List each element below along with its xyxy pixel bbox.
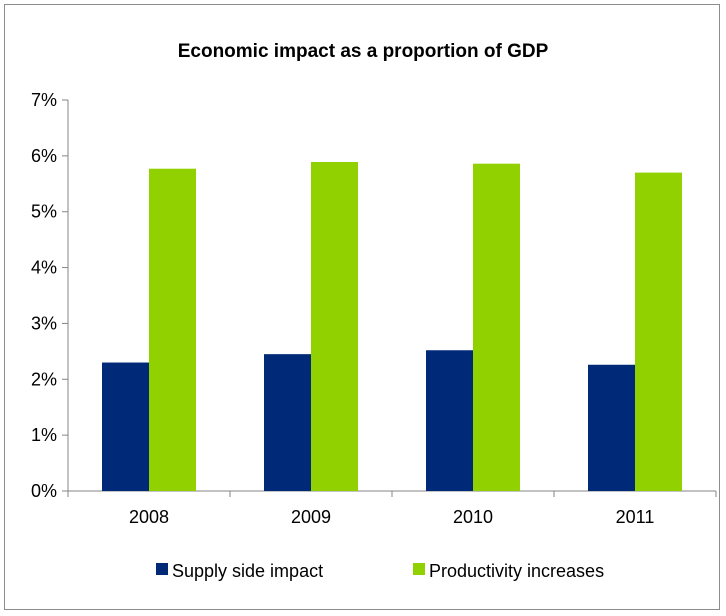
chart-title: Economic impact as a proportion of GDP [178,41,549,62]
bar-2011-0 [588,364,635,491]
bar-2008-0 [102,362,149,491]
legend-swatch [156,563,168,575]
x-tick-label: 2010 [453,507,493,527]
bar-2009-1 [311,162,358,491]
y-axis: 0% 1% 2% 3% 4% 5% 6% 7% [31,90,69,501]
y-tick-label: 7% [31,90,57,110]
y-tick-label: 3% [31,313,57,333]
bar-2008-1 [149,168,196,491]
x-tick-label: 2011 [616,507,655,527]
y-tick-label: 4% [31,258,57,278]
legend-label: Productivity increases [429,561,604,581]
bar-2010-0 [426,350,473,491]
y-tick-label: 6% [31,146,57,166]
legend-swatch [413,563,425,575]
bar-2011-1 [635,172,682,491]
chart-frame [4,4,720,610]
bar-2010-1 [473,163,520,492]
x-tick-label: 2009 [291,507,331,527]
bar-2009-0 [264,354,311,491]
x-axis: 2008 2009 2010 2011 [67,490,717,527]
y-tick-label: 5% [31,202,57,222]
x-tick-label: 2008 [129,507,169,527]
bars [102,162,682,492]
y-tick-label: 2% [31,369,57,389]
legend: Supply side impact Productivity increases [156,561,604,581]
legend-label: Supply side impact [172,561,323,581]
y-tick-label: 1% [31,425,57,445]
y-tick-label: 0% [31,481,57,501]
